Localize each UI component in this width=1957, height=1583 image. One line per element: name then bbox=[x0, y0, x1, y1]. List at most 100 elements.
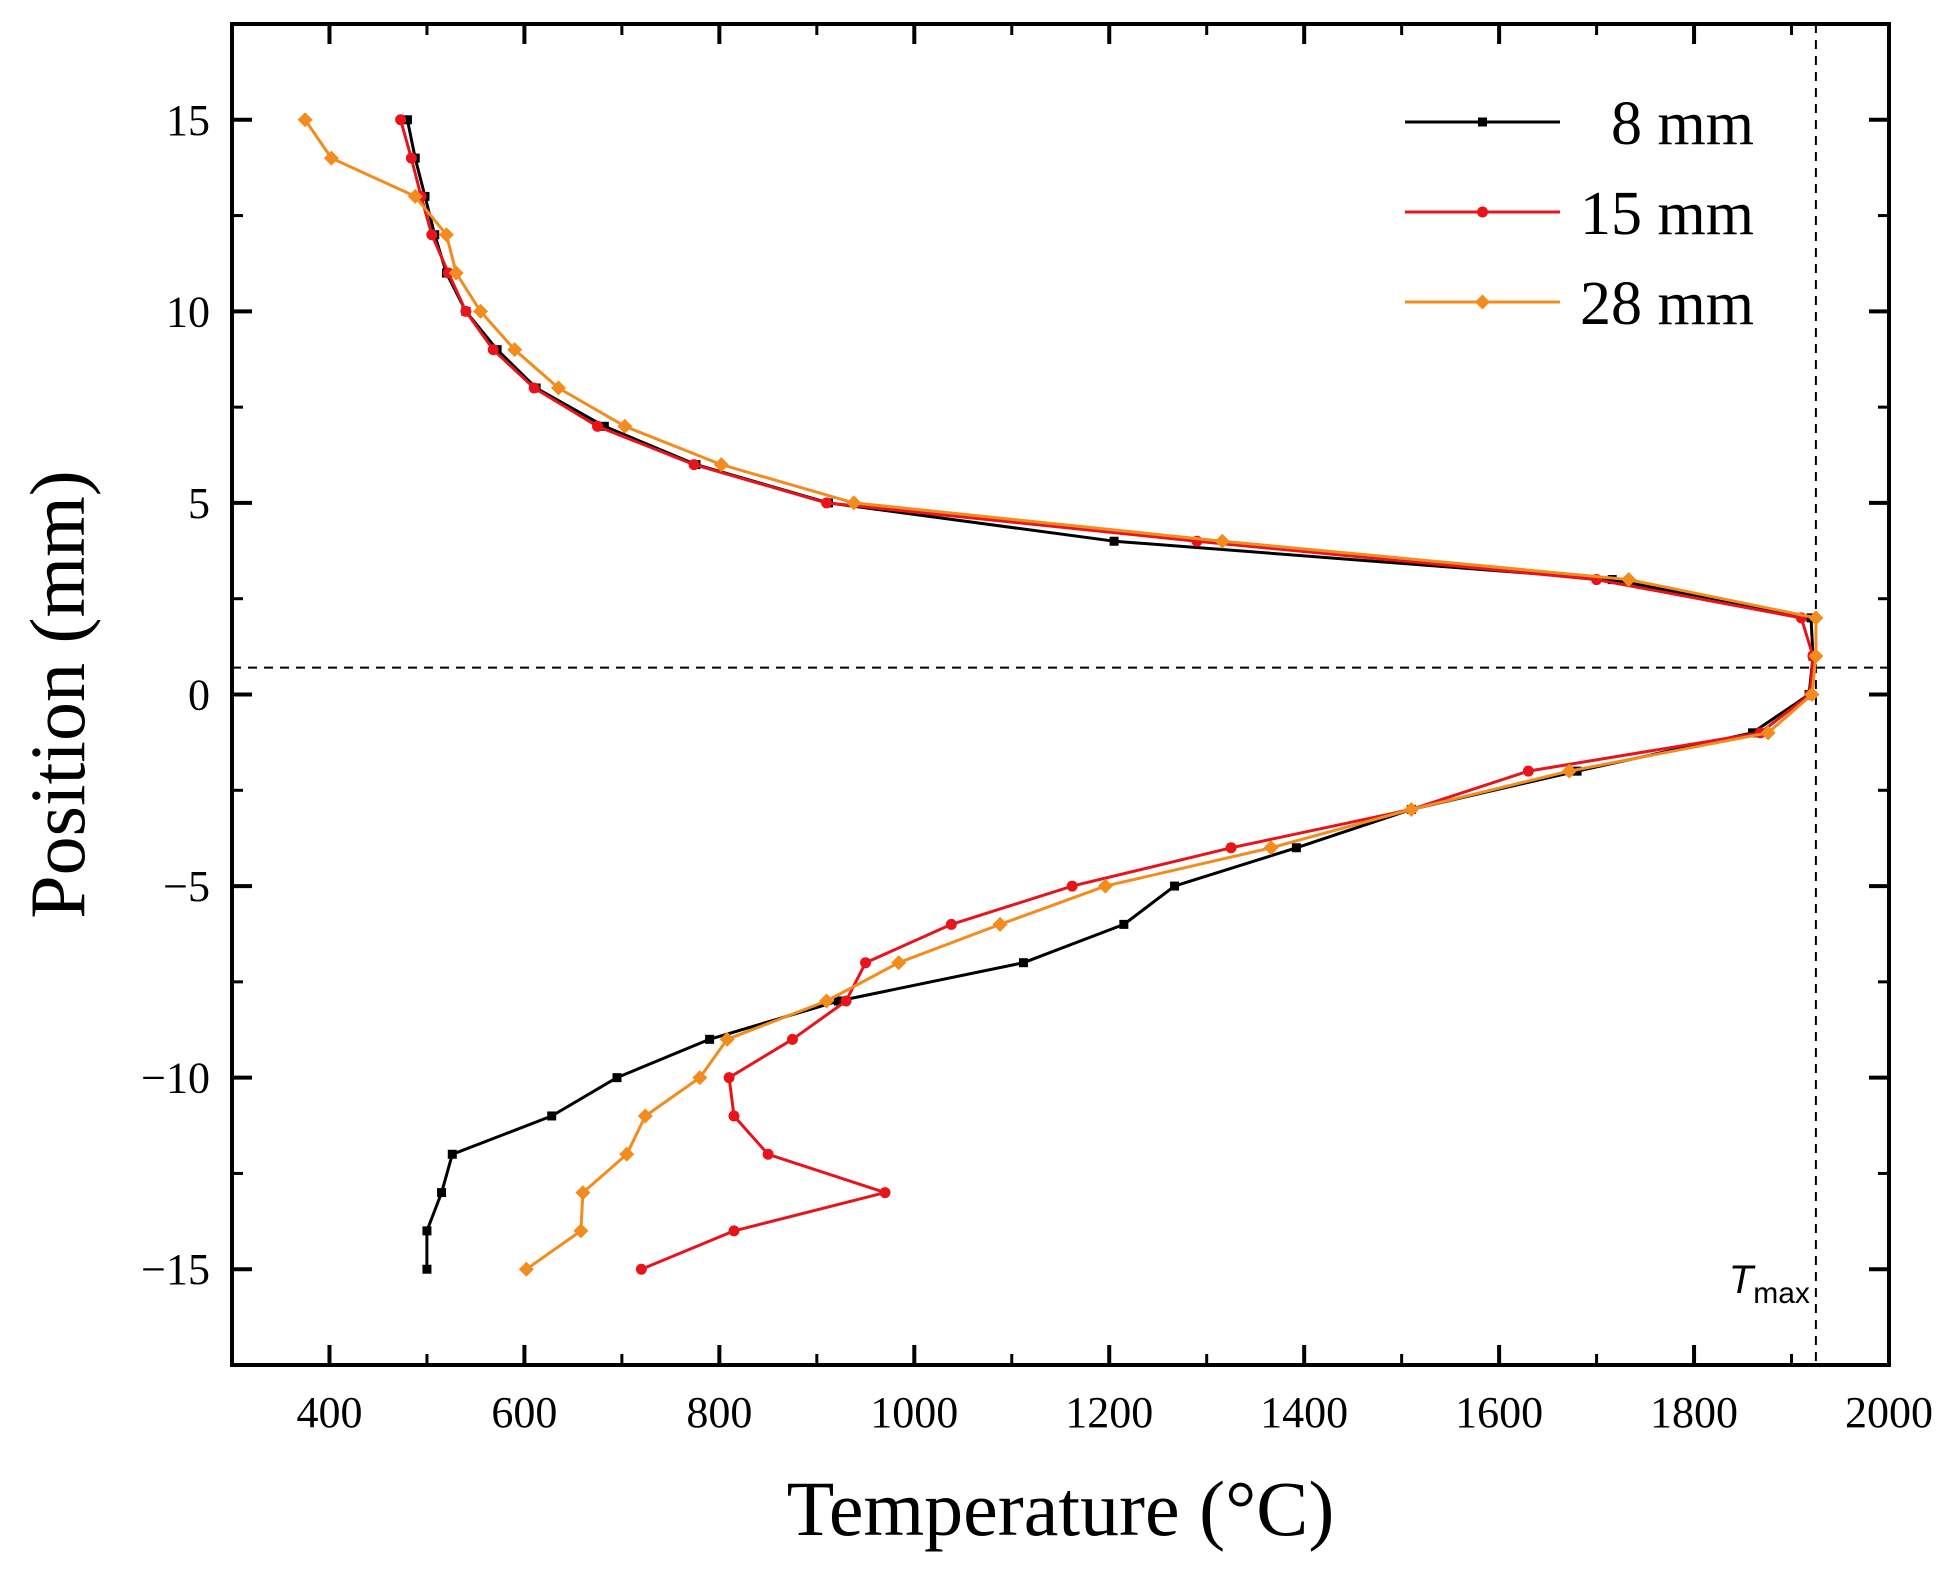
data-point bbox=[599, 421, 609, 431]
data-point bbox=[821, 497, 833, 509]
data-point bbox=[617, 418, 633, 434]
data-point bbox=[891, 955, 907, 971]
y-tick-label: −10 bbox=[141, 1054, 210, 1103]
data-point bbox=[1109, 536, 1119, 546]
x-tick-label: 1200 bbox=[1065, 1388, 1153, 1437]
legend: 8 mm 15 mm 28 mm bbox=[1405, 90, 1754, 338]
y-axis-title: Position (mm) bbox=[14, 470, 101, 919]
data-point bbox=[1760, 725, 1776, 741]
x-tick-label: 1000 bbox=[870, 1388, 958, 1437]
data-point bbox=[713, 457, 729, 473]
data-point bbox=[688, 459, 700, 471]
legend-label: 8 mm bbox=[1580, 90, 1754, 158]
reference-lines bbox=[232, 24, 1889, 1365]
y-tick-label: 10 bbox=[166, 287, 210, 336]
data-point bbox=[637, 1108, 653, 1124]
y-tick-label: 15 bbox=[166, 96, 210, 145]
data-point bbox=[448, 265, 464, 281]
legend-item-28-mm: 28 mm bbox=[1405, 270, 1754, 338]
data-point bbox=[1119, 919, 1129, 929]
data-point bbox=[1607, 575, 1617, 585]
data-point bbox=[723, 1072, 735, 1084]
series-28-mm bbox=[297, 112, 1824, 1277]
tmax-label: Tmax bbox=[1729, 1258, 1810, 1310]
legend-item-8-mm: 8 mm bbox=[1405, 90, 1754, 158]
data-point bbox=[1804, 687, 1820, 702]
data-point bbox=[487, 344, 499, 356]
data-point bbox=[619, 1146, 635, 1162]
x-tick-label: 800 bbox=[686, 1388, 752, 1437]
data-point bbox=[395, 114, 407, 126]
data-point bbox=[547, 1111, 557, 1121]
tmax-subscript: max bbox=[1753, 1277, 1810, 1310]
data-point bbox=[840, 995, 852, 1007]
x-tick-label: 600 bbox=[491, 1388, 557, 1437]
series-layer bbox=[297, 112, 1824, 1277]
x-tick-label: 2000 bbox=[1845, 1388, 1933, 1437]
y-tick-label: 5 bbox=[188, 479, 210, 528]
data-point bbox=[833, 996, 843, 1006]
data-point bbox=[460, 305, 472, 317]
legend-label: 15 mm bbox=[1580, 180, 1754, 248]
data-point bbox=[1477, 206, 1488, 218]
data-point bbox=[518, 1261, 534, 1277]
legend-label: 28 mm bbox=[1580, 270, 1754, 338]
data-point bbox=[1572, 766, 1582, 776]
data-point bbox=[422, 1264, 432, 1274]
data-point bbox=[1522, 765, 1534, 777]
data-point bbox=[442, 267, 454, 279]
data-point bbox=[438, 227, 454, 243]
data-point bbox=[728, 1225, 740, 1237]
data-point bbox=[573, 1223, 589, 1239]
data-point bbox=[1097, 878, 1113, 894]
data-point bbox=[437, 1188, 447, 1198]
data-point bbox=[1225, 842, 1237, 854]
data-point bbox=[1621, 572, 1637, 588]
data-point bbox=[719, 1031, 735, 1047]
data-point bbox=[1478, 117, 1487, 127]
data-point bbox=[592, 420, 604, 432]
data-point bbox=[407, 188, 423, 204]
data-point bbox=[1263, 840, 1279, 856]
data-point bbox=[1170, 881, 1180, 891]
data-point bbox=[402, 115, 412, 125]
data-point bbox=[728, 1110, 740, 1122]
data-point bbox=[1018, 958, 1028, 968]
data-point bbox=[992, 916, 1008, 932]
data-point bbox=[1561, 763, 1577, 779]
x-tick-label: 1800 bbox=[1650, 1388, 1738, 1437]
data-point bbox=[1808, 610, 1824, 626]
data-point bbox=[692, 1070, 708, 1086]
data-point bbox=[1475, 294, 1490, 310]
data-point bbox=[426, 229, 438, 241]
data-point bbox=[297, 112, 313, 128]
data-point bbox=[879, 1187, 891, 1199]
data-point bbox=[507, 342, 523, 358]
data-point bbox=[635, 1263, 647, 1275]
data-point bbox=[575, 1185, 591, 1201]
data-point bbox=[786, 1033, 798, 1045]
data-point bbox=[612, 1073, 622, 1083]
data-point bbox=[1808, 648, 1824, 664]
y-tick-label: −15 bbox=[141, 1245, 210, 1294]
x-tick-label: 400 bbox=[296, 1388, 362, 1437]
data-point bbox=[447, 1149, 457, 1159]
data-point bbox=[1291, 843, 1301, 853]
data-point bbox=[1214, 533, 1230, 549]
data-point bbox=[819, 993, 835, 1009]
data-point bbox=[705, 1034, 715, 1044]
y-tick-label: 0 bbox=[188, 671, 210, 720]
legend-item-15-mm: 15 mm bbox=[1405, 180, 1754, 248]
x-tick-label: 1600 bbox=[1455, 1388, 1543, 1437]
data-point bbox=[422, 1226, 432, 1236]
data-point bbox=[528, 382, 540, 394]
data-point bbox=[762, 1148, 774, 1160]
data-point bbox=[945, 918, 957, 930]
data-point bbox=[323, 150, 339, 166]
data-point bbox=[1403, 801, 1419, 817]
data-point bbox=[473, 303, 489, 319]
x-tick-label: 1400 bbox=[1260, 1388, 1348, 1437]
data-point bbox=[551, 380, 567, 396]
